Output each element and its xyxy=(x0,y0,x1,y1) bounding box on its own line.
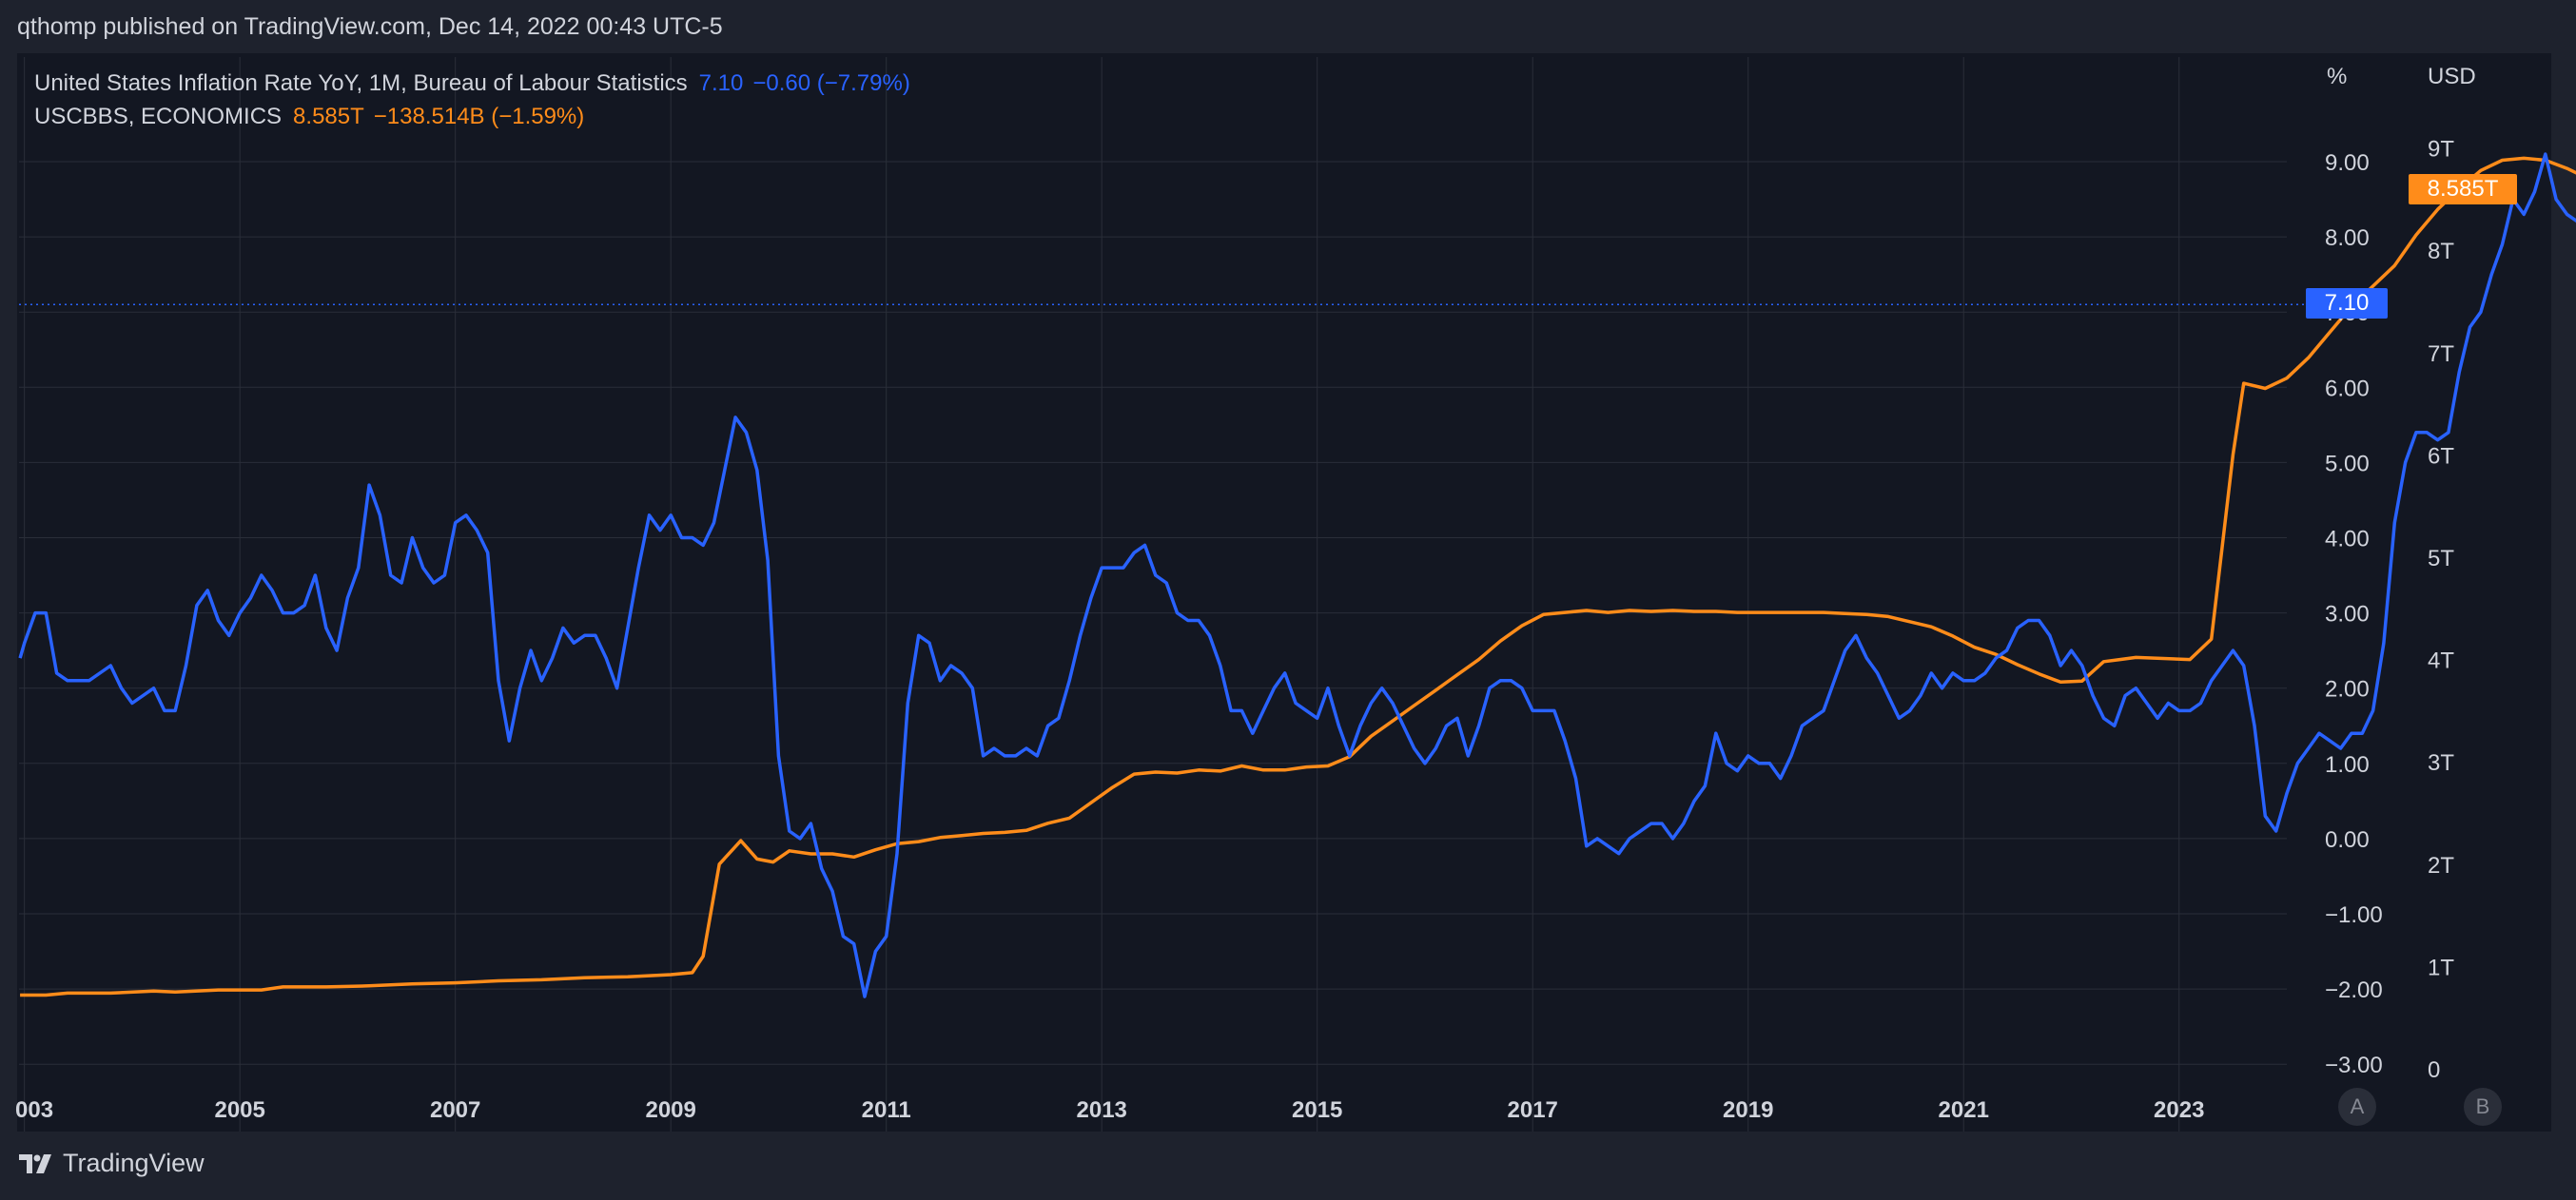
y-tick-label-pct: 9.00 xyxy=(2325,150,2370,176)
y-tick-label-usd: 8T xyxy=(2428,239,2454,264)
y-tick-label-pct: 3.00 xyxy=(2325,602,2370,628)
right-scale-title: USD xyxy=(2428,64,2476,89)
y-tick-label-usd: 6T xyxy=(2428,443,2454,469)
y-tick-label-pct: 6.00 xyxy=(2325,376,2370,401)
x-tick-label: 2023 xyxy=(2154,1097,2204,1123)
inflation-series-line xyxy=(18,152,2576,998)
balance-sheet-series-line xyxy=(20,156,2576,997)
scale-a-button[interactable]: A xyxy=(2338,1088,2376,1126)
y-tick-label-usd: 3T xyxy=(2428,750,2454,776)
legend-inflation-value: 7.10 xyxy=(698,70,744,96)
x-tick-label: 2015 xyxy=(1292,1097,1342,1123)
x-tick-label: 2021 xyxy=(1939,1097,1989,1123)
x-tick-label: 2009 xyxy=(645,1097,695,1123)
published-by-header: qthomp published on TradingView.com, Dec… xyxy=(17,13,723,40)
y-tick-label-usd: 7T xyxy=(2428,341,2454,367)
y-tick-label-usd: 9T xyxy=(2428,137,2454,163)
footer-brand-text: TradingView xyxy=(63,1149,205,1177)
footer-brand: TradingView xyxy=(17,1149,205,1178)
x-tick-label: 2013 xyxy=(1077,1097,1127,1123)
legend-row-inflation[interactable]: United States Inflation Rate YoY, 1M, Bu… xyxy=(34,67,910,100)
y-tick-label-pct: 2.00 xyxy=(2325,677,2370,703)
x-tick-label: 003 xyxy=(15,1097,53,1123)
y-tick-label-pct: 5.00 xyxy=(2325,451,2370,476)
y-tick-label-usd: 1T xyxy=(2428,955,2454,980)
y-tick-label-usd: 5T xyxy=(2428,546,2454,571)
y-tick-label-pct: 1.00 xyxy=(2325,752,2370,778)
chart-series xyxy=(18,152,2576,998)
x-tick-label: 2005 xyxy=(214,1097,264,1123)
y-tick-label-pct: 4.00 xyxy=(2325,527,2370,552)
y-axis-labels: 9.008.007.006.005.004.003.002.001.000.00… xyxy=(2325,137,2454,1083)
chart-panel[interactable] xyxy=(17,53,2551,1132)
y-tick-label-pct: −1.00 xyxy=(2325,902,2383,928)
scale-b-button[interactable]: B xyxy=(2464,1088,2502,1126)
inflation-price-tag: 7.10 xyxy=(2306,288,2388,319)
x-axis-labels: 003 2005 2007 2009 2011 2013 2015 2017 2019 2021 2… xyxy=(15,1097,2204,1123)
legend-balance-name: USCBBS, ECONOMICS xyxy=(34,104,283,129)
balance-sheet-price-tag: 8.585T xyxy=(2409,174,2517,204)
chart-grid xyxy=(19,57,2306,1132)
legend-inflation-change: −0.60 (−7.79%) xyxy=(752,70,910,96)
y-tick-label-usd: 2T xyxy=(2428,853,2454,879)
y-tick-label-pct: 8.00 xyxy=(2325,225,2370,251)
y-tick-label-usd: 0 xyxy=(2428,1057,2440,1083)
y-tick-label-pct: −3.00 xyxy=(2325,1053,2383,1078)
x-tick-label: 2007 xyxy=(430,1097,480,1123)
legend-row-balance-sheet[interactable]: USCBBS, ECONOMICS 8.585T −138.514B (−1.59%… xyxy=(34,100,910,133)
y-tick-label-pct: −2.00 xyxy=(2325,977,2383,1003)
x-tick-label: 2011 xyxy=(862,1097,911,1123)
legend-balance-change: −138.514B (−1.59%) xyxy=(373,104,585,129)
left-scale-title: % xyxy=(2327,64,2347,89)
legend-balance-value: 8.585T xyxy=(293,104,364,129)
x-tick-label: 2019 xyxy=(1723,1097,1773,1123)
chart-legend: United States Inflation Rate YoY, 1M, Bu… xyxy=(34,67,910,133)
tradingview-logo-icon xyxy=(19,1153,51,1173)
legend-inflation-name: United States Inflation Rate YoY, 1M, Bu… xyxy=(34,70,688,96)
x-tick-label: 2017 xyxy=(1508,1097,1558,1123)
y-tick-label-pct: 0.00 xyxy=(2325,827,2370,853)
y-tick-label-usd: 4T xyxy=(2428,648,2454,674)
